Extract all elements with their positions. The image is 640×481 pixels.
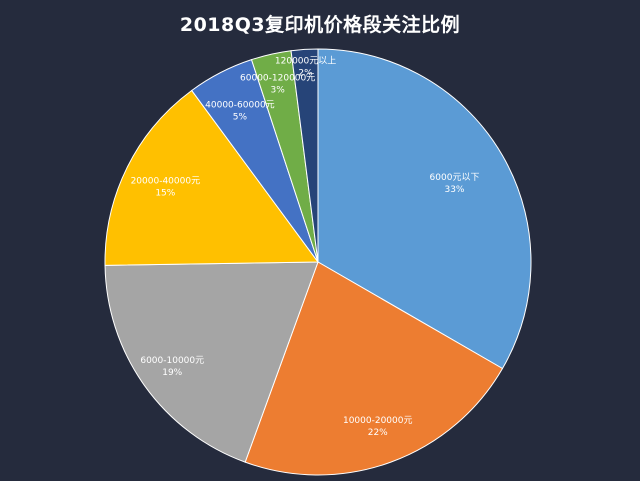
slice-percent-label: 2% bbox=[298, 68, 313, 78]
pie-slice bbox=[244, 261, 504, 476]
slice-category-label: 60000-120000元 bbox=[240, 73, 315, 83]
slice-percent-label: 3% bbox=[271, 85, 286, 95]
slice-category-label: 40000-60000元 bbox=[205, 101, 275, 111]
slice-percent-label: 19% bbox=[162, 368, 182, 378]
slice-category-label: 120000元以上 bbox=[275, 55, 336, 66]
slice-percent-label: 22% bbox=[368, 428, 388, 438]
slice-category-label: 10000-20000元 bbox=[343, 416, 413, 426]
slice-category-label: 20000-40000元 bbox=[131, 176, 201, 186]
slice-percent-label: 33% bbox=[444, 185, 464, 195]
pie-slice bbox=[104, 261, 319, 463]
slice-percent-label: 15% bbox=[155, 188, 175, 198]
pie-slice bbox=[104, 89, 319, 266]
chart-title: 2018Q3复印机价格段关注比例 bbox=[179, 14, 461, 36]
slice-category-label: 6000元以下 bbox=[430, 173, 480, 183]
pie-slice bbox=[290, 48, 319, 263]
slice-category-label: 6000-10000元 bbox=[140, 356, 204, 366]
pie-slice bbox=[317, 48, 532, 370]
slice-percent-label: 5% bbox=[233, 113, 248, 123]
